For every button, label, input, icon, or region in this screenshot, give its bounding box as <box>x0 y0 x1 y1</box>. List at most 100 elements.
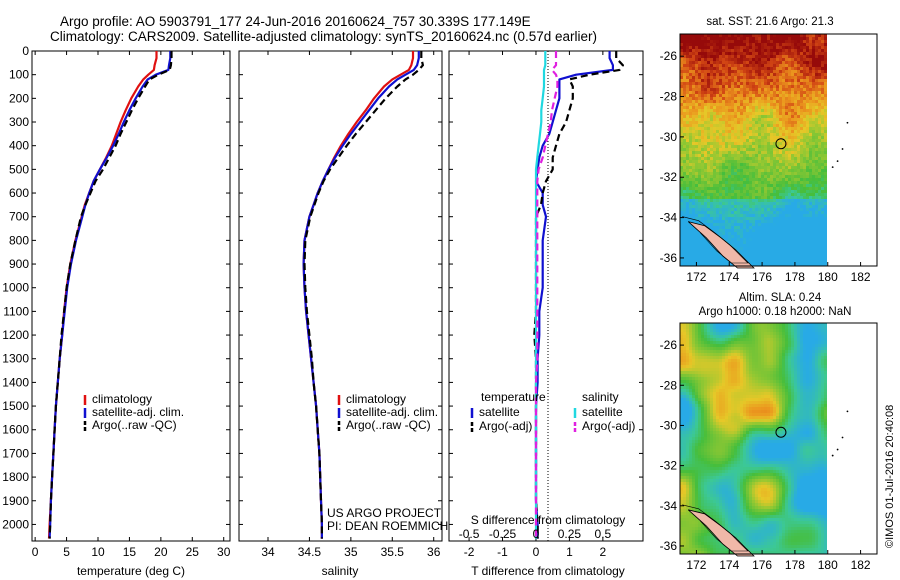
difference-lines <box>533 51 625 539</box>
map-cell <box>785 166 789 170</box>
map-cell <box>713 88 717 92</box>
map-cell <box>794 253 798 257</box>
map-cell <box>770 148 774 152</box>
map-cell <box>725 214 729 218</box>
map-cell <box>776 362 780 366</box>
map-cell <box>722 223 726 227</box>
map-cell <box>725 163 729 167</box>
map-cell <box>770 356 774 360</box>
map-cell <box>764 34 768 38</box>
map-cell <box>695 193 699 197</box>
map-cell <box>767 199 771 203</box>
map-cell <box>740 121 744 125</box>
map-cell <box>740 130 744 134</box>
map-cell <box>770 61 774 65</box>
map-cell <box>767 196 771 200</box>
map-cell <box>722 88 726 92</box>
map-cell <box>785 335 789 339</box>
map-cell <box>719 332 723 336</box>
map-cell <box>737 40 741 44</box>
map-cell <box>803 130 807 134</box>
map-cell <box>704 133 708 137</box>
map-cell <box>743 106 747 110</box>
map-cell <box>794 61 798 65</box>
map-cell <box>728 371 732 375</box>
map-cell <box>725 371 729 375</box>
map-cell <box>800 157 804 161</box>
map-cell <box>743 232 747 236</box>
map-cell <box>800 205 804 209</box>
map-cell <box>782 127 786 131</box>
map-cell <box>761 145 765 149</box>
map-cell <box>773 371 777 375</box>
map-cell <box>692 365 696 369</box>
map-cell <box>683 40 687 44</box>
map-cell <box>695 115 699 119</box>
map-cell <box>773 40 777 44</box>
map-cell <box>791 106 795 110</box>
x-tick-label: 30 <box>217 545 231 559</box>
map-cell <box>698 356 702 360</box>
map-cell <box>767 163 771 167</box>
map-cell <box>791 157 795 161</box>
map-cell <box>764 262 768 266</box>
map-cell <box>680 85 684 89</box>
map-cell <box>734 37 738 41</box>
map-cell <box>692 130 696 134</box>
map-cell <box>788 229 792 233</box>
map-cell <box>785 214 789 218</box>
map-cell <box>800 199 804 203</box>
map-cell <box>692 208 696 212</box>
map-cell <box>707 121 711 125</box>
map-cell <box>695 202 699 206</box>
map-cell <box>680 52 684 56</box>
map-cell <box>734 368 738 372</box>
map-x-tick-label: 176 <box>752 270 772 284</box>
sla-heatmap <box>680 323 827 554</box>
map-cell <box>818 250 822 254</box>
map-cell <box>788 214 792 218</box>
map-cell <box>719 52 723 56</box>
map-cell <box>803 163 807 167</box>
map-cell <box>791 244 795 248</box>
map-cell <box>746 347 750 351</box>
map-cell <box>722 175 726 179</box>
map-cell <box>749 344 753 348</box>
map-cell <box>713 172 717 176</box>
map-cell <box>773 241 777 245</box>
map-cell <box>758 338 762 342</box>
map-cell <box>782 329 786 333</box>
map-cell <box>764 359 768 363</box>
map-cell <box>686 166 690 170</box>
map-cell <box>722 341 726 345</box>
map-cell <box>707 79 711 83</box>
map-cell <box>707 85 711 89</box>
map-cell <box>716 55 720 59</box>
map-cell <box>704 148 708 152</box>
map-cell <box>692 359 696 363</box>
map-cell <box>776 187 780 191</box>
map-cell <box>707 241 711 245</box>
map-cell <box>698 142 702 146</box>
map-cell <box>767 127 771 131</box>
map-cell <box>770 374 774 378</box>
map-cell <box>761 229 765 233</box>
map-cell <box>710 43 714 47</box>
map-cell <box>716 133 720 137</box>
map-cell <box>731 374 735 378</box>
map-cell <box>791 368 795 372</box>
map-cell <box>782 76 786 80</box>
map-cell <box>779 91 783 95</box>
map-cell <box>815 259 819 263</box>
map-cell <box>758 52 762 56</box>
map-cell <box>749 359 753 363</box>
map-cell <box>779 265 783 266</box>
map-cell <box>719 109 723 113</box>
map-cell <box>737 106 741 110</box>
map-cell <box>731 359 735 363</box>
map-cell <box>788 52 792 56</box>
map-cell <box>758 49 762 53</box>
map-cell <box>704 326 708 330</box>
map-cell <box>737 338 741 342</box>
map-cell <box>779 253 783 257</box>
